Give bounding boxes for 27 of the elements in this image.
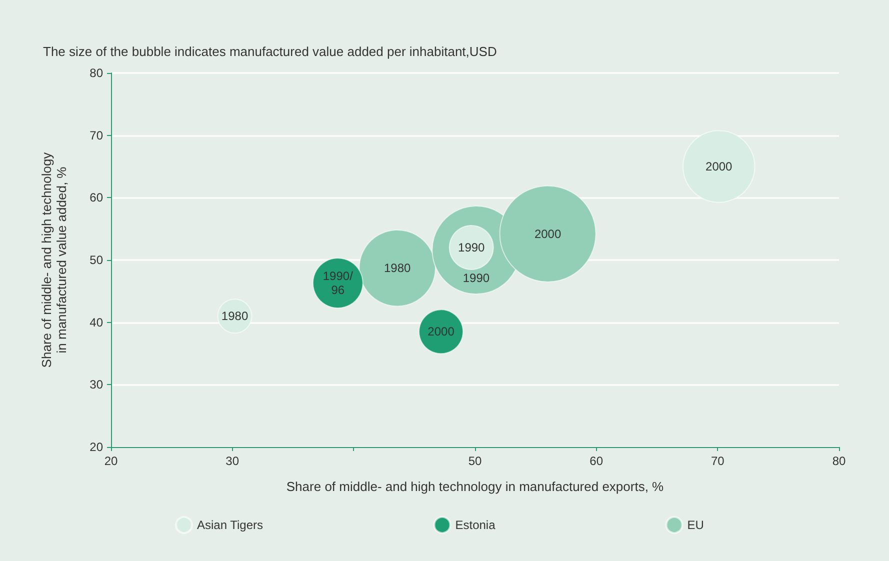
x-tick-label: 20: [104, 454, 118, 468]
y-tick-label: 70: [90, 128, 104, 142]
x-tick-label: 50: [468, 454, 482, 468]
y-tick-label: 20: [90, 440, 104, 454]
annotation: 1990: [458, 240, 486, 255]
y-tick-label: 60: [90, 190, 104, 205]
chart-subtitle: The size of the bubble indicates manufactured value added per inhabitant,USD: [43, 44, 497, 59]
y-axis-title: Share of middle- and high technology in manufactured value added, %: [39, 152, 69, 368]
x-tick-label: 30: [226, 454, 240, 468]
legend-label: Asian Tigers: [197, 518, 264, 532]
annotation: 2000: [706, 160, 733, 174]
x-tick-label: 70: [710, 454, 725, 468]
y-tick-label: 80: [90, 66, 104, 80]
y-tick-label: 30: [90, 378, 104, 392]
legend-label: EU: [687, 518, 704, 532]
annotation: 1980: [221, 309, 248, 324]
annotation: 1990: [462, 271, 490, 286]
annotation: 1980: [384, 261, 412, 276]
y-tick-label: 40: [90, 315, 104, 330]
y-tick-label: 50: [90, 253, 104, 267]
x-axis-title: Share of middle- and high technology in manufactured exports, %: [286, 479, 664, 494]
x-tick-label: 80: [832, 454, 846, 468]
annotation: 1990/96: [322, 269, 354, 298]
annotation: 2000: [534, 226, 562, 241]
annotation: 2000: [428, 324, 455, 339]
x-tick-label: 60: [590, 454, 604, 468]
legend-label: Estonia: [455, 518, 496, 532]
